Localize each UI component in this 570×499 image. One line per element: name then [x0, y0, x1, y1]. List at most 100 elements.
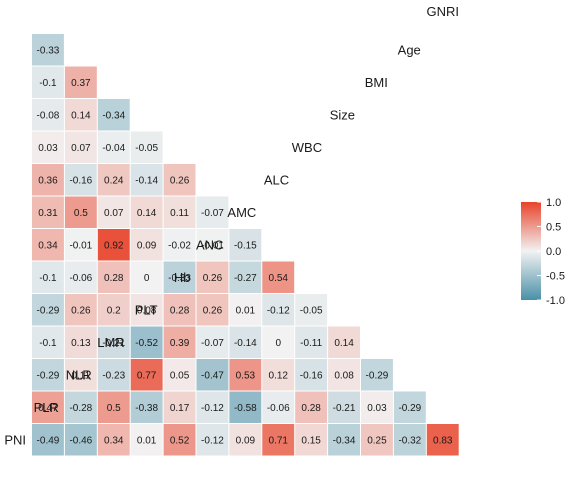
heatmap-cell	[130, 294, 163, 326]
heatmap-cell	[295, 294, 328, 326]
variable-label-lmr: LMR	[97, 335, 124, 350]
cell-value-label: 0.17	[170, 403, 190, 414]
cell-value-label: 0.52	[170, 435, 190, 446]
cell-value-label: -0.29	[366, 370, 389, 381]
cell-value-label: -0.27	[234, 273, 257, 284]
heatmap-cell	[196, 359, 229, 391]
cell-value-label: -0.12	[201, 435, 224, 446]
cell-value-label: -0.07	[201, 208, 224, 219]
cell-value-label: -0.14	[135, 175, 158, 186]
heatmap-cell	[295, 424, 328, 456]
cell-value-label: -0.04	[102, 143, 125, 154]
cell-value-label: -0.12	[201, 403, 224, 414]
heatmap-cell	[97, 359, 130, 391]
cell-value-label: -0.46	[69, 435, 92, 446]
legend-ticks: 1.0 0.5 0.0 -0.5 -1.0	[537, 197, 565, 307]
heatmap-cell	[97, 99, 130, 131]
heatmap-cell	[97, 294, 130, 326]
cell-value-label: -0.29	[398, 403, 421, 414]
variable-label-bmi: BMI	[365, 75, 388, 90]
heatmap-cell	[64, 66, 97, 98]
heatmap-cell	[64, 261, 97, 293]
heatmap-cell	[32, 131, 64, 163]
variable-label-alc: ALC	[264, 172, 289, 187]
cell-value-label: -0.01	[69, 240, 92, 251]
heatmap-cell	[97, 131, 130, 163]
legend-tick-label: 0.5	[546, 222, 561, 234]
variable-label-anc: ANC	[196, 237, 223, 252]
variable-label-age: Age	[398, 42, 421, 57]
variable-label-nlr: NLR	[66, 367, 92, 382]
cell-value-label: 0.14	[137, 208, 157, 219]
heatmap-cell	[393, 424, 426, 456]
cell-value-label: 0	[275, 338, 281, 349]
cell-value-label: -0.01	[201, 240, 224, 251]
heatmap-cell	[229, 391, 262, 423]
cell-value-label: -0.28	[69, 403, 92, 414]
heatmap-cell	[229, 229, 262, 261]
cell-value-label: 0.11	[71, 370, 90, 381]
heatmap-cell	[262, 359, 295, 391]
variable-label-size: Size	[330, 107, 355, 122]
cell-value-label: -0.49	[37, 435, 60, 446]
cell-value-label: 0.14	[334, 338, 354, 349]
heatmap-cell	[32, 359, 64, 391]
cell-value-label: -0.29	[37, 370, 60, 381]
heatmap-cell	[361, 391, 393, 423]
cell-value-label: -0.33	[168, 273, 191, 284]
heatmap-cell	[196, 196, 229, 228]
cell-value-label: -0.15	[234, 240, 257, 251]
legend-tick-label: 1.0	[546, 197, 561, 209]
heatmap-cell	[97, 326, 130, 358]
cell-value-label: 0.77	[137, 370, 157, 381]
heatmap-cell	[163, 424, 196, 456]
heatmap-cell	[64, 359, 97, 391]
cell-value-label: 0.15	[301, 435, 321, 446]
heatmap-cell	[64, 196, 97, 228]
heatmap-cell	[328, 359, 360, 391]
cell-value-label: 0.53	[236, 370, 256, 381]
heatmap-cell	[196, 391, 229, 423]
heatmap-cell	[163, 326, 196, 358]
cell-value-label: 0.03	[367, 403, 387, 414]
heatmap-cell	[229, 326, 262, 358]
heatmap-cell	[262, 261, 295, 293]
cell-value-label: 0	[144, 273, 150, 284]
heatmap-cell	[262, 294, 295, 326]
heatmap-cells: -0.49 -0.46 0.34 0.01 0.52 -0.12 0.09 0.71 0.15 -…	[32, 34, 459, 456]
heatmap-cell	[361, 359, 393, 391]
cell-value-label: 0.08	[334, 370, 354, 381]
heatmap-cell	[130, 229, 163, 261]
cell-value-label: -0.16	[300, 370, 323, 381]
cell-value-label: 0.5	[107, 403, 121, 414]
cell-value-label: -0.05	[300, 305, 323, 316]
cell-value-label: 0.08	[137, 305, 157, 316]
cell-value-label: 0.39	[170, 338, 190, 349]
cell-value-label: -0.21	[333, 403, 356, 414]
heatmap-cell	[328, 326, 360, 358]
heatmap-cell	[163, 164, 196, 196]
variable-label-amc: AMC	[227, 205, 256, 220]
heatmap-cell	[32, 294, 64, 326]
heatmap-cell	[262, 424, 295, 456]
cell-value-label: -0.06	[267, 403, 290, 414]
cell-value-label: -0.29	[37, 305, 60, 316]
cell-value-label: 0.01	[236, 305, 256, 316]
cell-value-label: 0.03	[38, 143, 58, 154]
cell-value-label: -0.1	[39, 78, 57, 89]
heatmap-cell	[295, 326, 328, 358]
heatmap-cell	[163, 294, 196, 326]
heatmap-cell	[32, 391, 64, 423]
cell-value-label: -0.14	[234, 338, 257, 349]
variable-label-plr: PLR	[34, 400, 59, 415]
heatmap-cell	[163, 359, 196, 391]
cell-value-label: -0.52	[135, 338, 158, 349]
heatmap-cell	[163, 391, 196, 423]
heatmap-cell	[163, 196, 196, 228]
legend-tick-label: -1.0	[546, 295, 565, 307]
heatmap-cell	[361, 424, 393, 456]
cell-value-label: -0.06	[69, 273, 92, 284]
heatmap-cell	[97, 196, 130, 228]
cell-value-label: 0.05	[170, 370, 190, 381]
